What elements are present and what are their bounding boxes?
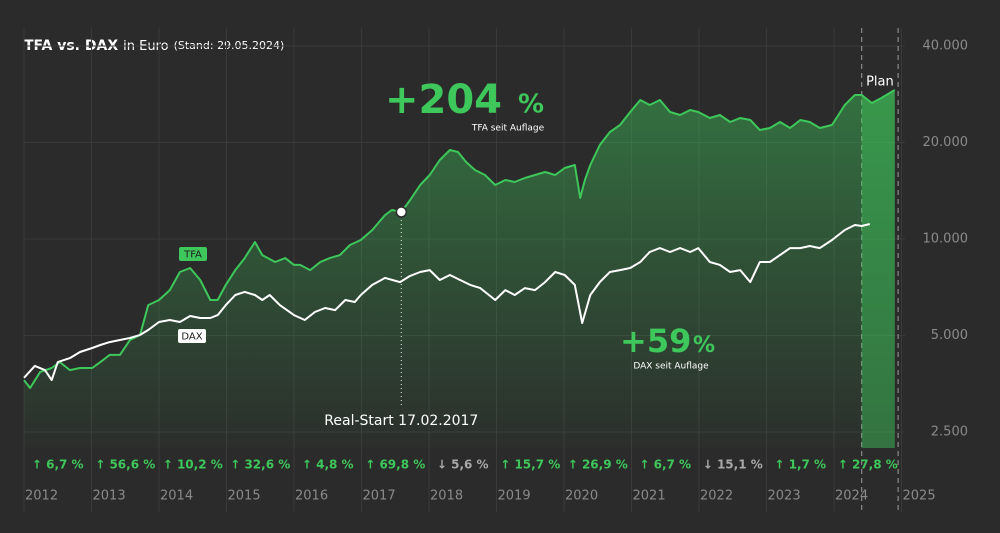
line	[23, 89, 896, 389]
series-tag	[178, 329, 206, 343]
annual-return: ↑ 4,8 %	[302, 458, 354, 472]
x-tick-label: 2019	[498, 489, 531, 504]
x-tick-label: 2015	[228, 489, 261, 504]
x-tick-label: 2018	[430, 489, 463, 504]
legend-label: TFA	[183, 250, 202, 261]
annotation-value: +59	[620, 322, 691, 360]
legend-label: DAX	[181, 332, 202, 343]
real-start-marker	[395, 206, 408, 218]
line	[23, 223, 871, 382]
annual-return: ↑ 27,8 %	[838, 458, 898, 472]
annual-return: ↑ 15,7 %	[500, 458, 560, 472]
area	[24, 90, 895, 448]
annotation-value: +204	[385, 77, 502, 123]
y-tick-label: 5.000	[931, 328, 968, 343]
annual-return: ↑ 6,7 %	[639, 458, 691, 472]
annotation-caption: TFA seit Auflage	[471, 124, 545, 134]
annotation-unit: %	[518, 90, 544, 120]
x-tick-label: 2025	[903, 489, 936, 504]
annual-return: ↓ 5,6 %	[437, 458, 489, 472]
annual-return: ↑ 69,8 %	[365, 458, 425, 472]
annual-return: ↑ 1,7 %	[774, 458, 826, 472]
x-tick-label: 2021	[633, 489, 666, 504]
x-tick-label: 2022	[700, 489, 733, 504]
x-tick-label: 2023	[768, 489, 801, 504]
annual-return: ↑ 26,9 %	[568, 458, 628, 472]
x-tick-label: 2016	[295, 489, 328, 504]
x-tick-label: 2020	[565, 489, 598, 504]
series-tag	[179, 247, 207, 261]
annotation-caption: DAX seit Auflage	[633, 362, 709, 372]
annual-return: ↓ 15,1 %	[703, 458, 763, 472]
annual-return: ↑ 6,7 %	[32, 458, 84, 472]
annual-return: ↑ 10,2 %	[163, 458, 223, 472]
plan-area	[861, 90, 895, 448]
plan-label: Plan	[866, 75, 894, 90]
x-tick-label: 2012	[25, 489, 58, 504]
x-tick-label: 2017	[363, 489, 396, 504]
y-tick-label: 20.000	[923, 135, 969, 150]
annual-return: ↑ 56,6 %	[95, 458, 155, 472]
y-tick-label: 40.000	[923, 39, 969, 54]
annotation-unit: %	[693, 333, 715, 358]
x-tick-label: 2013	[93, 489, 126, 504]
annual-return: ↑ 32,6 %	[230, 458, 290, 472]
x-tick-label: 2014	[160, 489, 193, 504]
real-start-label: Real-Start 17.02.2017	[324, 413, 478, 429]
x-tick-label: 2024	[835, 489, 868, 504]
y-tick-label: 2.500	[931, 425, 968, 440]
y-tick-label: 10.000	[923, 232, 969, 247]
